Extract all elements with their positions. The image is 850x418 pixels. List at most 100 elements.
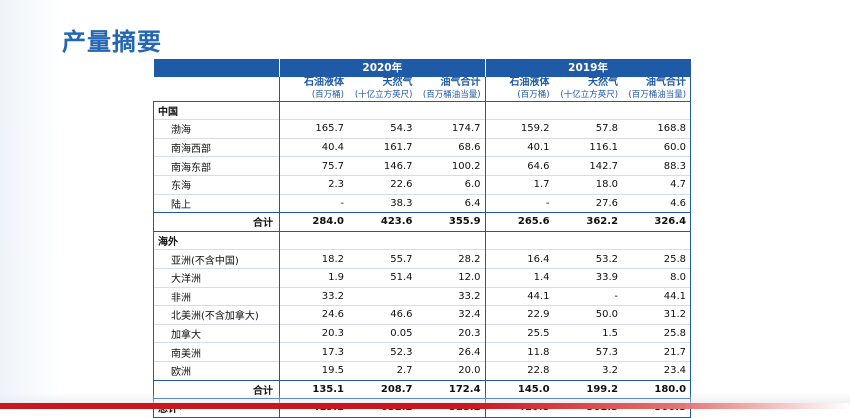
- value-cell: 33.9: [553, 267, 623, 288]
- value-cell: 18.0: [553, 174, 623, 195]
- region-label: 海外: [153, 230, 280, 250]
- region-header-row: 海外: [153, 230, 692, 250]
- row-label: 亚洲(不含中国): [153, 249, 280, 269]
- value-cell: 38.3: [348, 193, 417, 213]
- row-label: 东海: [153, 174, 280, 195]
- value-cell: 64.6: [484, 156, 554, 176]
- bottom-shadow: [0, 393, 850, 403]
- row-label: 南海西部: [153, 137, 280, 157]
- value-cell: 6.4: [416, 193, 486, 213]
- value-cell: 11.8: [484, 342, 554, 362]
- value-cell: 4.7: [622, 174, 692, 195]
- value-cell: 54.3: [348, 119, 417, 139]
- value-cell: 33.2: [279, 286, 348, 306]
- table-row: 渤海 165.7 54.3 174.7 159.2 57.8 168.8: [153, 119, 692, 139]
- region-empty-cell: [416, 100, 486, 120]
- value-cell: 142.7: [553, 156, 623, 176]
- value-cell: 21.7: [622, 342, 692, 362]
- production-summary-table: 2020年 2019年 石油液体 (百万桶) 天然气 (十亿立方英尺) 油气合计 (百…: [153, 59, 692, 418]
- value-cell: 57.8: [553, 119, 623, 139]
- value-cell: 25.8: [622, 323, 692, 343]
- region-header-row: 中国: [153, 100, 692, 120]
- value-cell: 168.8: [622, 119, 692, 139]
- value-cell: 46.6: [348, 305, 417, 325]
- value-cell: 31.2: [622, 305, 692, 325]
- value-cell: 161.7: [348, 137, 417, 157]
- value-cell: 8.0: [622, 267, 692, 288]
- value-cell: 4.6: [622, 193, 692, 213]
- value-cell: 26.4: [416, 342, 486, 362]
- row-label: 合计: [153, 212, 280, 232]
- row-label: 非洲: [153, 286, 280, 306]
- value-cell: 40.1: [484, 137, 554, 157]
- value-cell: 22.8: [484, 360, 554, 380]
- value-cell: [348, 286, 417, 306]
- value-cell: 40.4: [279, 137, 348, 157]
- page-title: 产量摘要: [62, 28, 162, 56]
- value-cell: 25.8: [622, 249, 692, 269]
- region-empty-cell: [348, 100, 417, 120]
- column-header: 石油液体 (百万桶): [484, 76, 554, 102]
- region-empty-cell: [622, 230, 692, 250]
- region-empty-cell: [622, 100, 692, 120]
- value-cell: 423.6: [348, 212, 417, 232]
- value-cell: 17.3: [279, 342, 348, 362]
- value-cell: 20.3: [416, 323, 486, 343]
- region-empty-cell: [348, 230, 417, 250]
- value-cell: 88.3: [622, 156, 692, 176]
- table-row: 大洋洲 1.9 51.4 12.0 1.4 33.9 8.0: [153, 267, 692, 288]
- value-cell: -: [279, 193, 348, 213]
- row-label: 加拿大: [153, 323, 280, 343]
- value-cell: 116.1: [553, 137, 623, 157]
- background-gradient: [0, 0, 60, 409]
- value-cell: 25.5: [484, 323, 554, 343]
- table-row: 东海 2.3 22.6 6.0 1.7 18.0 4.7: [153, 174, 692, 195]
- value-cell: 33.2: [416, 286, 486, 306]
- value-cell: 44.1: [484, 286, 554, 306]
- table-row: 南美洲 17.3 52.3 26.4 11.8 57.3 21.7: [153, 342, 692, 362]
- value-cell: 1.9: [279, 267, 348, 288]
- value-cell: 362.2: [553, 212, 623, 232]
- region-empty-cell: [484, 100, 554, 120]
- value-cell: -: [553, 286, 623, 306]
- value-cell: 52.3: [348, 342, 417, 362]
- value-cell: 57.3: [553, 342, 623, 362]
- header-blank: [153, 59, 280, 77]
- value-cell: 165.7: [279, 119, 348, 139]
- value-cell: 19.5: [279, 360, 348, 380]
- value-cell: 68.6: [416, 137, 486, 157]
- value-cell: 146.7: [348, 156, 417, 176]
- value-cell: 51.4: [348, 267, 417, 288]
- region-empty-cell: [553, 230, 623, 250]
- table-body: 中国 渤海 165.7 54.3 174.7 159.2 57.8 168.8 南海西部 40.4…: [153, 100, 692, 418]
- value-cell: 60.0: [622, 137, 692, 157]
- value-cell: 28.2: [416, 249, 486, 269]
- value-cell: 55.7: [348, 249, 417, 269]
- bottom-accent-bar: [0, 403, 850, 409]
- value-cell: 23.4: [622, 360, 692, 380]
- value-cell: 6.0: [416, 174, 486, 195]
- value-cell: 20.3: [279, 323, 348, 343]
- value-cell: 1.7: [484, 174, 554, 195]
- row-label: 渤海: [153, 119, 280, 139]
- table-row: 南海西部 40.4 161.7 68.6 40.1 116.1 60.0: [153, 137, 692, 157]
- value-cell: 2.3: [279, 174, 348, 195]
- value-cell: 22.9: [484, 305, 554, 325]
- value-cell: 20.0: [416, 360, 486, 380]
- value-cell: 3.2: [553, 360, 623, 380]
- region-empty-cell: [416, 230, 486, 250]
- row-label: 大洋洲: [153, 267, 280, 288]
- row-label: 欧洲: [153, 360, 280, 380]
- column-header-row: 石油液体 (百万桶) 天然气 (十亿立方英尺) 油气合计 (百万桶油当量) 石油液体(…: [154, 76, 692, 102]
- value-cell: 53.2: [553, 249, 623, 269]
- year-2019-header: 2019年: [484, 59, 691, 77]
- region-empty-cell: [279, 230, 348, 250]
- column-header: 天然气 (十亿立方英尺): [354, 76, 413, 100]
- value-cell: 284.0: [279, 212, 348, 232]
- region-empty-cell: [484, 230, 554, 250]
- column-header: 石油液体 (百万桶): [279, 76, 348, 102]
- value-cell: 12.0: [416, 267, 486, 288]
- column-header-blank: [154, 77, 280, 102]
- row-label: 陆上: [153, 193, 280, 213]
- value-cell: 2.7: [348, 360, 417, 380]
